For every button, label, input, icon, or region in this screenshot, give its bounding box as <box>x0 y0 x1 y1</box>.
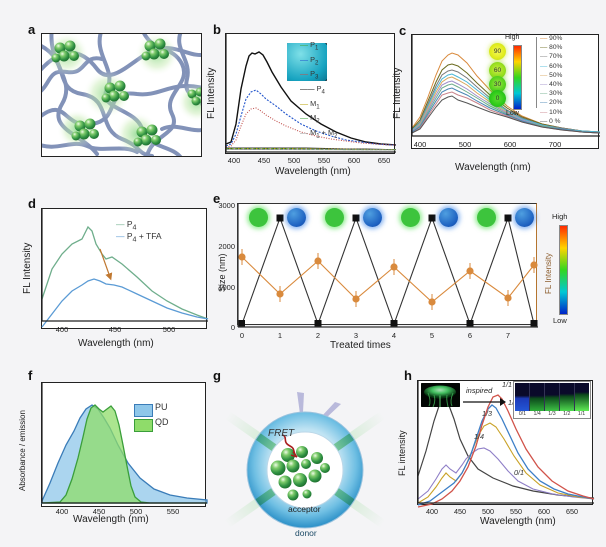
svg-text:650: 650 <box>566 507 578 516</box>
svg-text:7: 7 <box>506 331 510 340</box>
svg-text:550: 550 <box>510 507 522 516</box>
svg-text:4: 4 <box>392 331 396 340</box>
svg-text:500: 500 <box>163 325 176 334</box>
svg-text:1/4: 1/4 <box>474 432 484 441</box>
svg-text:600: 600 <box>348 156 361 165</box>
svg-text:1000: 1000 <box>218 283 235 292</box>
svg-text:600: 600 <box>538 507 550 516</box>
svg-text:0/1: 0/1 <box>514 468 524 477</box>
svg-text:650: 650 <box>378 156 391 165</box>
svg-text:5: 5 <box>430 331 434 340</box>
svg-text:500: 500 <box>482 507 494 516</box>
svg-text:1/1: 1/1 <box>502 380 512 389</box>
svg-text:3: 3 <box>354 331 358 340</box>
svg-text:0: 0 <box>240 331 244 340</box>
svg-text:400: 400 <box>228 156 241 165</box>
svg-text:400: 400 <box>56 325 69 334</box>
svg-text:500: 500 <box>459 140 472 149</box>
svg-text:450: 450 <box>258 156 271 165</box>
svg-text:1: 1 <box>278 331 282 340</box>
svg-text:450: 450 <box>109 325 122 334</box>
svg-text:0: 0 <box>231 323 235 332</box>
svg-text:400: 400 <box>426 507 438 516</box>
svg-text:1/3: 1/3 <box>482 409 492 418</box>
svg-text:400: 400 <box>56 507 69 516</box>
svg-text:450: 450 <box>454 507 466 516</box>
svg-text:550: 550 <box>167 507 180 516</box>
svg-text:400: 400 <box>414 140 427 149</box>
svg-text:donor: donor <box>295 528 317 538</box>
svg-text:2000: 2000 <box>218 242 235 251</box>
svg-text:550: 550 <box>318 156 331 165</box>
svg-text:3000: 3000 <box>218 201 235 210</box>
svg-text:600: 600 <box>504 140 517 149</box>
svg-text:500: 500 <box>288 156 301 165</box>
svg-text:700: 700 <box>549 140 562 149</box>
svg-text:FRET: FRET <box>268 428 295 439</box>
svg-text:6: 6 <box>468 331 472 340</box>
svg-text:acceptor: acceptor <box>288 504 321 514</box>
svg-text:2: 2 <box>316 331 320 340</box>
